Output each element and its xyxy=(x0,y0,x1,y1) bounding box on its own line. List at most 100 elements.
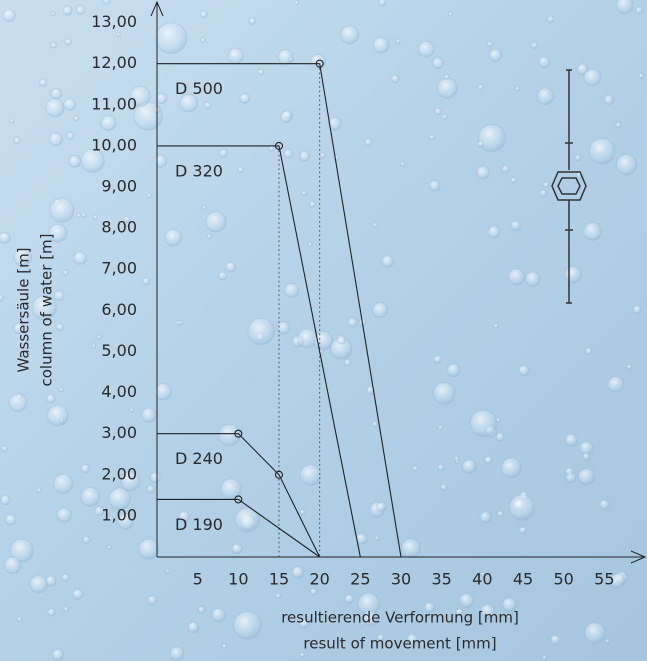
plot: 1,00 2,00 3,00 4,00 5,00 6,00 7,00 8,00 9,00 10,0… xyxy=(15,0,647,653)
droplet xyxy=(479,511,492,524)
y-tick-label: 1,00 xyxy=(101,505,137,524)
droplet xyxy=(347,317,358,328)
droplet xyxy=(123,215,131,223)
x-axis-label: result of movement [mm] xyxy=(303,635,496,653)
droplet xyxy=(221,643,228,649)
droplet xyxy=(309,587,318,596)
droplet xyxy=(376,501,387,512)
droplet xyxy=(129,407,135,413)
droplet xyxy=(495,417,501,423)
droplet xyxy=(381,254,395,268)
droplet xyxy=(519,526,527,535)
x-tick-label: 15 xyxy=(269,570,289,589)
y-tick-label: 12,00 xyxy=(91,53,137,72)
droplet xyxy=(155,22,188,55)
droplet xyxy=(45,393,56,404)
droplet xyxy=(508,268,526,286)
droplet xyxy=(13,136,21,145)
x-axis-label: resultierende Verformung [mm] xyxy=(281,609,519,627)
droplet xyxy=(501,164,510,174)
droplet xyxy=(3,556,22,575)
y-tick-label: 10,00 xyxy=(91,135,137,154)
droplet xyxy=(298,617,310,629)
droplet xyxy=(340,25,360,45)
droplet xyxy=(108,487,131,511)
droplet xyxy=(428,134,436,141)
droplet xyxy=(603,94,615,106)
droplet xyxy=(276,320,291,335)
droplet xyxy=(80,148,105,173)
droplet xyxy=(538,56,551,69)
droplet xyxy=(31,294,57,321)
point-marker xyxy=(274,470,284,479)
droplet xyxy=(187,621,200,633)
droplet xyxy=(142,277,151,286)
y-tick-label: 8,00 xyxy=(101,218,137,237)
y-tick-label: 5,00 xyxy=(101,341,137,360)
x-tick-label: 40 xyxy=(472,570,492,589)
droplet xyxy=(199,10,208,19)
droplet xyxy=(268,145,275,152)
droplet xyxy=(206,233,213,239)
droplet xyxy=(117,512,134,530)
droplet xyxy=(542,655,548,661)
droplet xyxy=(16,616,23,622)
droplet xyxy=(447,11,454,17)
droplet xyxy=(82,535,91,544)
droplet xyxy=(609,573,625,589)
droplet xyxy=(234,507,260,533)
droplet xyxy=(508,494,536,521)
x-tick-label: 5 xyxy=(193,570,203,589)
droplet xyxy=(218,148,228,158)
droplet xyxy=(239,92,251,104)
droplet xyxy=(577,468,595,486)
droplet xyxy=(406,633,419,646)
droplet xyxy=(47,608,56,617)
droplet xyxy=(400,161,406,167)
droplet xyxy=(102,0,111,5)
droplet xyxy=(431,56,444,70)
droplet xyxy=(343,358,352,367)
droplet xyxy=(165,568,171,574)
droplet xyxy=(231,543,243,555)
droplet xyxy=(583,221,602,241)
droplet xyxy=(48,132,63,147)
droplet xyxy=(62,5,73,16)
droplet xyxy=(0,231,11,244)
droplet xyxy=(424,601,436,614)
droplet xyxy=(178,510,190,523)
droplet xyxy=(434,107,442,116)
droplet xyxy=(391,74,400,84)
y-tick-label: 2,00 xyxy=(101,464,137,483)
droplet xyxy=(583,68,602,87)
droplet xyxy=(48,223,68,243)
series-line xyxy=(157,433,321,558)
droplet xyxy=(50,87,63,100)
droplet xyxy=(73,251,88,265)
droplet xyxy=(327,116,342,131)
droplet xyxy=(106,544,112,551)
droplet xyxy=(211,607,226,623)
droplet xyxy=(61,573,70,582)
droplet xyxy=(294,0,300,5)
droplet xyxy=(129,85,151,107)
droplet xyxy=(233,611,262,640)
droplet xyxy=(514,85,521,92)
droplet xyxy=(501,597,517,613)
droplet xyxy=(64,38,73,46)
droplet xyxy=(29,575,48,594)
y-axis-label: column of water [m] xyxy=(38,233,56,386)
droplet xyxy=(308,200,316,208)
droplet xyxy=(582,452,591,461)
droplet xyxy=(459,592,475,609)
droplet xyxy=(299,651,305,658)
droplet xyxy=(63,98,77,111)
y-tick-label: 7,00 xyxy=(101,259,137,278)
droplet xyxy=(443,73,450,80)
droplet xyxy=(632,305,642,315)
y-tick-label: 6,00 xyxy=(101,300,137,319)
droplet xyxy=(344,594,355,604)
droplet xyxy=(487,225,501,239)
droplet xyxy=(200,37,206,43)
y-tick-label: 9,00 xyxy=(101,177,137,196)
